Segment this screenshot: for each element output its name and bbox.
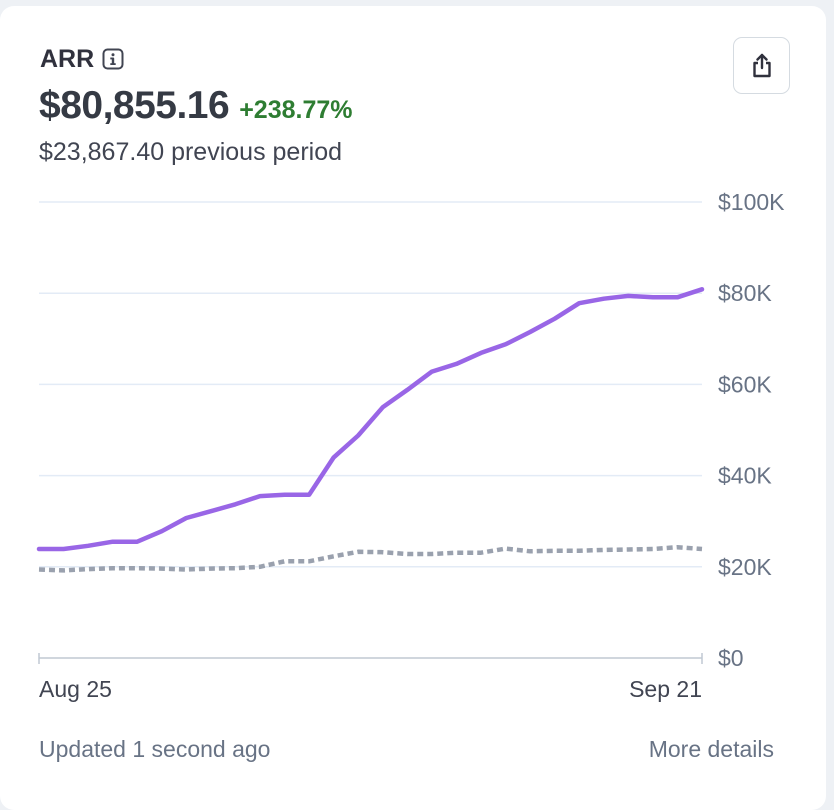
x-tick-label: Sep 21 [629, 676, 702, 702]
info-icon[interactable] [102, 48, 124, 70]
previous-period-value: $23,867.40 previous period [39, 138, 343, 166]
share-button[interactable] [733, 37, 790, 94]
y-tick-label: $80K [718, 280, 772, 306]
metric-change: +238.77% [239, 96, 353, 124]
card-title: ARR [40, 44, 95, 73]
metric-row: $80,855.16 +238.77% [39, 84, 353, 128]
arr-card [0, 6, 826, 810]
previous-period-series-line [38, 544, 703, 573]
metric-value: $80,855.16 [39, 84, 230, 127]
more-details-link[interactable]: More details [648, 736, 774, 762]
y-tick-label: $0 [718, 645, 744, 671]
current-period-series-line [36, 287, 705, 552]
title-row: ARR [40, 44, 124, 74]
y-tick-label: $100K [718, 189, 785, 215]
share-icon [752, 53, 771, 77]
y-tick-label: $60K [718, 371, 772, 397]
y-tick-label: $20K [718, 554, 772, 580]
y-tick-label: $40K [718, 463, 772, 489]
x-tick-label: Aug 25 [39, 676, 112, 702]
updated-status: Updated 1 second ago [39, 736, 271, 762]
